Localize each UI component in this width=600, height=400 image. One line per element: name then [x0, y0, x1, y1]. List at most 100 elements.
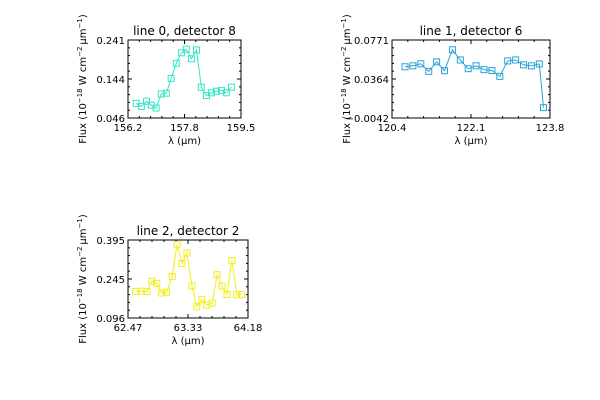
y-axis-label-part: μm	[78, 228, 89, 244]
x-axis-label: λ (μm)	[454, 136, 487, 147]
data-point	[143, 288, 151, 296]
y-axis-label-part: )	[78, 214, 89, 218]
y-tick-label: 0.046	[96, 114, 125, 125]
y-tick-label: 0.144	[96, 75, 125, 86]
y-axis-label-part: μm	[78, 28, 89, 44]
data-point	[456, 56, 464, 64]
data-point	[142, 97, 150, 105]
panel-1: line 1, detector 6 120.4 122.1 123.8 −0.0042…	[340, 14, 564, 147]
data-point	[401, 63, 409, 71]
data-point	[417, 60, 425, 68]
data-point	[213, 271, 221, 279]
data-point	[158, 289, 166, 297]
data-point	[223, 291, 231, 299]
y-axis-label-part: W cm	[342, 57, 353, 88]
data-point	[212, 87, 220, 95]
y-axis-label-part: −1	[340, 18, 348, 28]
data-point	[137, 102, 145, 110]
x-tick-label: 156.2	[114, 123, 143, 134]
data-point	[152, 104, 160, 112]
data-point	[488, 67, 496, 75]
data-point	[187, 55, 195, 63]
y-axis-label-part: Flux (10	[78, 303, 89, 344]
series-line	[404, 48, 540, 78]
data-point	[217, 86, 225, 94]
data-point	[472, 62, 480, 70]
panel-0: line 0, detector 8 156.2 157.8 159.5 0.046 0.…	[76, 14, 255, 147]
y-axis-label-part: W cm	[78, 257, 89, 288]
y-axis-label-part: μm	[342, 28, 353, 44]
data-point	[425, 67, 433, 75]
y-tick-label: 0.395	[96, 236, 125, 247]
x-tick-label: 120.4	[378, 123, 407, 134]
data-point	[177, 49, 185, 57]
chart-title: line 0, detector 8	[133, 24, 236, 38]
data-point	[496, 72, 504, 80]
data-point	[197, 83, 205, 91]
data-point	[233, 291, 241, 299]
y-axis-label-part: )	[78, 14, 89, 18]
series-line	[135, 244, 242, 309]
data-point	[433, 58, 441, 66]
data-point	[208, 299, 216, 307]
y-tick-label: 0.0771	[354, 36, 389, 47]
data-point	[527, 62, 535, 70]
x-axis-label: λ (μm)	[171, 336, 204, 347]
y-tick-label: 0.245	[96, 275, 125, 286]
data-point	[168, 273, 176, 281]
series-line	[538, 63, 544, 108]
panel-2: line 2, detector 2 62.47 63.33 64.18 0.096 0.…	[76, 214, 262, 347]
data-point	[512, 56, 520, 64]
series-line	[135, 48, 232, 109]
x-tick-label: 63.33	[174, 323, 203, 334]
chart-title: line 1, detector 6	[420, 24, 523, 38]
x-tick-label: 123.8	[536, 123, 565, 134]
y-axis-label: Flux (10−18 W cm−2 μm−1)	[340, 14, 353, 144]
data-point	[183, 249, 191, 257]
y-axis-label-part: −2	[340, 47, 348, 57]
y-axis-label-part: −1	[76, 218, 84, 228]
data-point	[228, 257, 236, 265]
data-point	[173, 241, 181, 249]
y-tick-label: 0.0364	[354, 75, 389, 86]
y-axis-label-part: −2	[76, 247, 84, 257]
data-point	[182, 45, 190, 53]
data-point	[167, 74, 175, 82]
plot-frame	[391, 39, 551, 119]
data-point	[188, 282, 196, 290]
data-point	[148, 277, 156, 285]
x-tick-label: 159.5	[227, 123, 256, 134]
data-point	[192, 46, 200, 54]
y-axis-label-part: W cm	[78, 57, 89, 88]
y-axis-label-part: −18	[76, 288, 84, 303]
chart-title: line 2, detector 2	[137, 224, 240, 238]
data-point	[172, 59, 180, 67]
data-point	[198, 296, 206, 304]
data-point	[464, 65, 472, 73]
data-point	[157, 90, 165, 98]
data-point	[448, 46, 456, 54]
data-point	[480, 66, 488, 74]
data-point	[193, 303, 201, 311]
data-point	[520, 61, 528, 69]
y-axis-label-part: Flux (10	[78, 103, 89, 144]
x-tick-label: 122.1	[457, 123, 486, 134]
data-point	[153, 279, 161, 287]
x-tick-label: 64.18	[234, 323, 263, 334]
data-point	[441, 67, 449, 75]
data-point	[222, 89, 230, 97]
x-tick-label: 157.8	[170, 123, 199, 134]
data-point	[238, 291, 246, 299]
y-tick-label: 0.241	[96, 36, 125, 47]
x-axis-label: λ (μm)	[168, 136, 201, 147]
y-axis-label-part: −18	[340, 88, 348, 103]
data-point	[163, 288, 171, 296]
y-axis-label-part: Flux (10	[342, 103, 353, 144]
y-tick-label: −0.0042	[346, 114, 389, 125]
data-point	[178, 259, 186, 267]
data-point	[227, 83, 235, 91]
data-point	[504, 57, 512, 65]
data-point	[208, 89, 216, 97]
